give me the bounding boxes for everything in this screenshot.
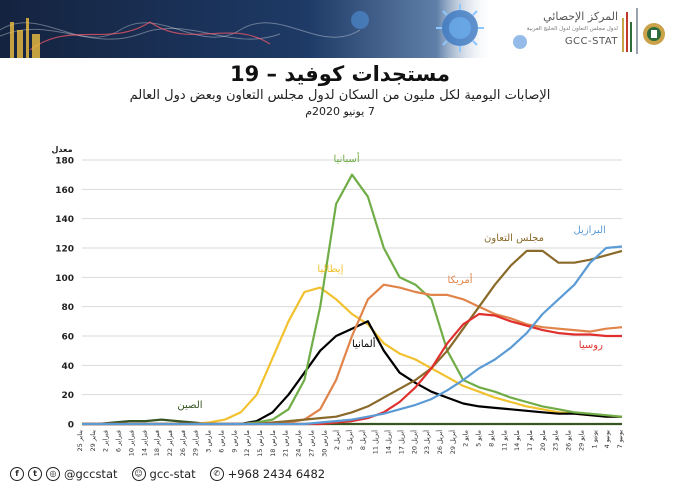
x-tick-label: 23 أبريل	[422, 430, 431, 454]
x-tick-label: 6 مارس	[217, 430, 225, 453]
y-tick-label: 160	[55, 186, 74, 196]
x-tick-label: 15 مارس	[256, 430, 264, 457]
header-banner: المركز الإحصائي لدول مجلس التعاون لدول ا…	[0, 0, 680, 58]
x-tick-label: 3 مارس	[205, 430, 213, 453]
x-tick-label: 10 فبراير	[127, 430, 135, 456]
x-tick-label: 29 فبراير	[192, 430, 200, 456]
x-tick-label: 26 أبريل	[435, 430, 444, 454]
org-arabic-name: المركز الإحصائي	[543, 10, 618, 23]
x-tick-label: 2 مايو	[462, 430, 470, 447]
logo-bars-icon	[622, 12, 632, 52]
org-arabic-sub: لدول مجلس التعاون لدول الخليج العربية	[526, 26, 618, 32]
series-label-brazil: البرازيل	[573, 225, 605, 236]
series-label-germany: ألمانيا	[352, 337, 376, 350]
whatsapp-number[interactable]: +968 2434 6482	[227, 467, 326, 481]
x-tick-label: 11 أبريل	[371, 430, 380, 454]
city-skyline	[10, 18, 40, 58]
series-label-italy: إيطاليا	[317, 264, 343, 275]
snapchat-icon[interactable]: ☺	[131, 467, 146, 481]
gcc-emblem-icon	[643, 23, 665, 45]
instagram-handle[interactable]: @gccstat	[64, 467, 118, 481]
x-tick-label: 30 مارس	[320, 430, 328, 457]
x-tick-label: 14 مايو	[513, 430, 521, 451]
x-tick-label: 5 مايو	[475, 430, 483, 447]
series-label-usa: أمريكا	[447, 273, 472, 286]
x-tick-label: 9 مارس	[230, 430, 238, 453]
x-tick-label: 26 فبراير	[179, 430, 187, 456]
series-line-russia	[82, 312, 622, 426]
x-tick-label: 7 يونيو	[616, 430, 624, 449]
x-tick-label: 17 أبريل	[396, 430, 405, 454]
y-tick-label: 80	[61, 303, 74, 313]
x-tick-label: 11 مايو	[500, 430, 508, 451]
x-tick-label: 25 يناير	[76, 430, 84, 452]
chart-grid	[82, 159, 622, 425]
series-label-spain: أسبانيا	[334, 152, 360, 165]
virus-banner-art	[0, 0, 560, 58]
org-latin-name: GCC-STAT	[564, 36, 618, 47]
x-tick-label: 6 فبراير	[115, 430, 123, 452]
series-line-brazil	[82, 245, 623, 426]
x-tick-label: 4 يونيو	[603, 430, 611, 449]
x-tick-label: 20 أبريل	[409, 430, 418, 454]
x-tick-label: 8 مايو	[487, 430, 495, 447]
snapchat-handle[interactable]: gcc-stat	[149, 467, 196, 481]
x-tick-label: 22 فبراير	[166, 430, 174, 456]
x-tick-label: 29 مايو	[577, 430, 585, 451]
series-label-gcc: مجلس التعاون	[484, 233, 544, 244]
x-tick-label: 17 مايو	[526, 430, 534, 451]
x-tick-label: 29 يناير	[89, 430, 97, 452]
x-tick-label: 27 مارس	[307, 430, 315, 457]
series-labels: الصين إيطاليا ألمانيا أسبانيا أمريكا مجلس الت…	[177, 152, 605, 411]
series-lines	[82, 173, 623, 426]
x-tick-label: 18 فبراير	[153, 430, 161, 456]
x-tick-label: 2 فبراير	[102, 430, 110, 452]
title-block: مستجدات كوفيد – 19 الإصابات اليومية لكل …	[0, 62, 680, 118]
subtitle: الإصابات اليومية لكل مليون من السكان لدو…	[129, 88, 551, 103]
x-tick-label: 24 مارس	[295, 430, 303, 457]
instagram-icon[interactable]: ◎	[46, 467, 60, 481]
y-tick-label: 140	[55, 215, 74, 225]
y-axis: 0 20 40 60 80 100 120 140 160 180 معدل	[51, 145, 74, 431]
whatsapp-icon[interactable]: ✆	[209, 467, 224, 481]
x-tick-label: 2 أبريل	[332, 430, 341, 450]
main-title: مستجدات كوفيد – 19	[229, 62, 450, 86]
series-label-china: الصين	[177, 400, 202, 411]
report-date: 7 يونيو 2020م	[305, 105, 375, 118]
y-tick-label: 0	[68, 421, 74, 431]
x-tick-label: 29 أبريل	[448, 430, 457, 454]
y-tick-label: 60	[61, 333, 74, 343]
x-tick-label: 1 يونيو	[590, 430, 598, 449]
x-tick-label: 12 مارس	[243, 430, 251, 457]
x-tick-label: 14 أبريل	[384, 430, 393, 454]
line-chart: 0 20 40 60 80 100 120 140 160 180 معدل 25 يناير 29 …	[51, 145, 624, 457]
x-tick-label: 20 مايو	[539, 430, 547, 451]
series-line-usa	[82, 283, 623, 426]
twitter-icon[interactable]: t	[28, 467, 42, 481]
facebook-icon[interactable]: f	[10, 467, 24, 481]
y-tick-label: 20	[61, 391, 74, 401]
series-line-china	[82, 418, 622, 426]
x-tick-label: 14 فبراير	[140, 430, 148, 456]
x-tick-label: 26 مايو	[565, 430, 573, 451]
y-tick-label: 120	[55, 245, 74, 255]
y-tick-label: 100	[55, 274, 74, 284]
y-tick-label: 40	[61, 362, 74, 372]
series-label-russia: روسيا	[579, 340, 603, 351]
virus-icon-small	[351, 11, 527, 49]
series-line-italy	[82, 286, 622, 426]
x-tick-label: 21 مارس	[282, 430, 290, 457]
virus-icon	[436, 4, 484, 52]
y-tick-label: 180	[55, 157, 74, 167]
y-axis-label: معدل	[51, 145, 72, 154]
x-tick-label: 8 أبريل	[358, 430, 367, 450]
series-line-spain	[82, 173, 623, 426]
x-tick-label: 23 مايو	[552, 430, 560, 451]
x-axis: 25 يناير 29 يناير 2 فبراير 6 فبراير 10 فبراي…	[76, 430, 624, 457]
footer-social: f t ◎ @gccstat ☺ gcc-stat ✆ +968 2434 64…	[10, 464, 325, 484]
x-tick-label: 5 أبريل	[345, 430, 354, 450]
gcc-stat-logo: المركز الإحصائي لدول مجلس التعاون لدول ا…	[520, 4, 670, 56]
x-tick-label: 18 مارس	[269, 430, 277, 457]
